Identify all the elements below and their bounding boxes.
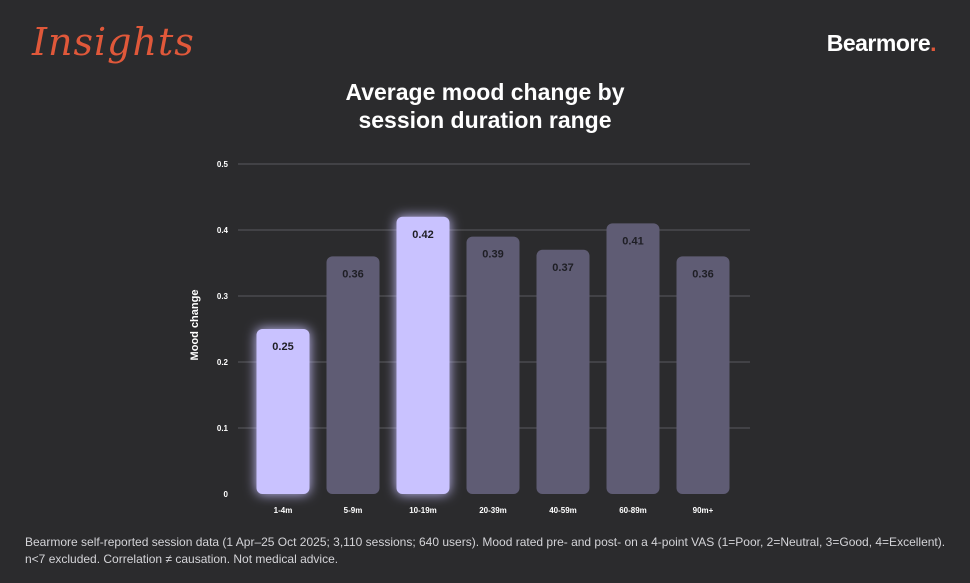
x-axis-ticks: 1-4m 5-9m 10-19m 20-39m 40-59m 60-89m 90m+ — [274, 506, 714, 515]
bar-60-89m — [606, 223, 660, 494]
y-tick-label: 0.4 — [217, 226, 229, 235]
chart-title-line-2: session duration range — [358, 107, 612, 133]
x-tick-label: 20-39m — [479, 506, 507, 515]
bars: 0.25 0.36 0.42 0.39 0.37 0.41 0.36 — [256, 216, 730, 495]
chart-title-line-1: Average mood change by — [345, 79, 625, 105]
y-tick-label: 0.2 — [217, 358, 229, 367]
x-tick-label: 90m+ — [693, 506, 714, 515]
insights-brand-label: Insights — [32, 20, 195, 64]
y-axis-ticks: 0 0.1 0.2 0.3 0.4 0.5 — [217, 160, 229, 499]
x-tick-label: 5-9m — [344, 506, 363, 515]
bar-20-39m — [466, 236, 520, 494]
bar-value-label: 0.36 — [342, 268, 363, 280]
y-axis-label: Mood change — [189, 290, 201, 361]
bearmore-logo: Bearmore. — [826, 30, 937, 57]
logo-dot: . — [930, 30, 936, 56]
x-tick-label: 60-89m — [619, 506, 647, 515]
chart-title: Average mood change by session duration … — [0, 78, 970, 134]
bar-value-label: 0.39 — [482, 249, 503, 261]
bar-value-label: 0.36 — [692, 268, 713, 280]
bar-40-59m — [536, 249, 590, 494]
x-tick-label: 1-4m — [274, 506, 293, 515]
y-tick-label: 0.5 — [217, 160, 229, 169]
y-tick-label: 0.3 — [217, 292, 229, 301]
x-tick-label: 40-59m — [549, 506, 577, 515]
y-tick-label: 0.1 — [217, 424, 229, 433]
bar-90m- — [676, 256, 730, 494]
bar-value-label: 0.41 — [622, 235, 643, 247]
bar-10-19m — [396, 216, 450, 495]
bar-value-label: 0.42 — [412, 229, 433, 241]
footnote-line-1: Bearmore self-reported session data (1 A… — [25, 535, 946, 549]
footnote-line-2: n<7 excluded. Correlation ≠ causation. N… — [25, 552, 339, 566]
bar-value-label: 0.37 — [552, 262, 573, 274]
bar-5-9m — [326, 256, 380, 494]
y-tick-label: 0 — [224, 490, 229, 499]
bar-1-4m — [256, 329, 310, 494]
bar-value-label: 0.25 — [272, 341, 293, 353]
logo-text: Bearmore — [826, 30, 931, 56]
footnote: Bearmore self-reported session data (1 A… — [25, 534, 955, 568]
x-tick-label: 10-19m — [409, 506, 437, 515]
